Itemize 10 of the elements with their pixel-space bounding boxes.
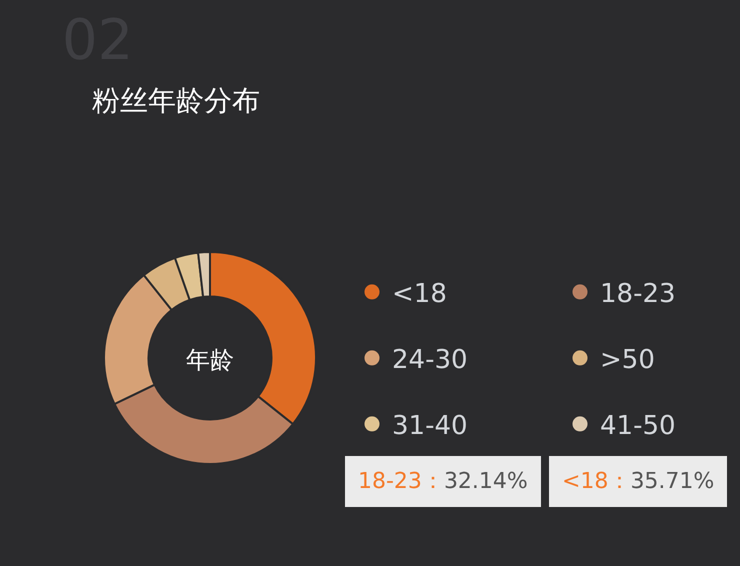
- chart-title: 粉丝年龄分布: [92, 84, 260, 117]
- slice-label: 年龄: [186, 346, 234, 374]
- legend-label: 18-23: [600, 279, 676, 310]
- text: 18-23：32.14%: [358, 469, 528, 494]
- legend-label: 41-50: [600, 411, 676, 442]
- legend-label: <18: [392, 279, 447, 310]
- text: <18：35.71%: [562, 469, 714, 494]
- legend-label: 24-30: [392, 345, 468, 376]
- legend-label: 31-40: [392, 411, 468, 442]
- legend-label: >50: [600, 345, 655, 376]
